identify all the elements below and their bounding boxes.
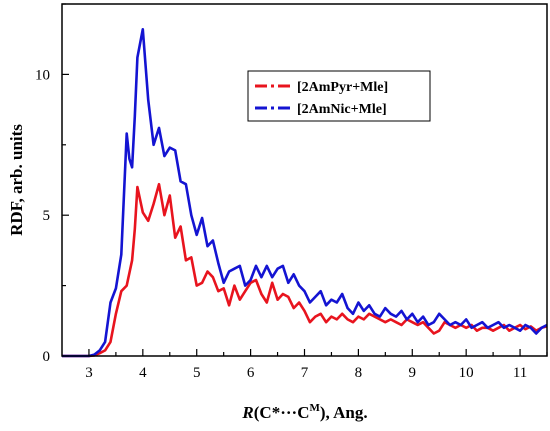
x-tick-label: 11	[513, 365, 527, 381]
x-tick-label: 4	[139, 365, 147, 381]
x-tick-label: 5	[193, 365, 201, 381]
x-tick-label: 7	[301, 365, 309, 381]
x-tick-label: 6	[247, 365, 255, 381]
series-layer	[62, 27, 548, 358]
y-tick-label: 0	[43, 349, 51, 365]
x-tick-label: 9	[409, 365, 417, 381]
x-tick-label: 10	[459, 365, 474, 381]
axis-layer: 3 4 5 6 7 8 9 10 11 0 5 10	[35, 3, 548, 381]
legend: [2AmPyr+Mle] [2AmNic+Mle]	[247, 70, 431, 122]
y-tick-label: 10	[35, 67, 50, 83]
series-line-0	[62, 182, 548, 358]
legend-label-series-1: [2AmNic+Mle]	[297, 102, 387, 117]
x-axis-label: R(C*···CM), Ang.	[241, 402, 367, 422]
series-line-1	[62, 27, 548, 358]
x-tick-label: 8	[355, 365, 363, 381]
legend-box	[247, 70, 431, 122]
y-tick-label: 5	[43, 208, 51, 224]
legend-label-series-0: [2AmPyr+Mle]	[297, 80, 388, 95]
y-axis-label: RDF, arb. units	[7, 124, 26, 236]
x-tick-label: 3	[85, 365, 93, 381]
plot-frame	[61, 3, 548, 357]
